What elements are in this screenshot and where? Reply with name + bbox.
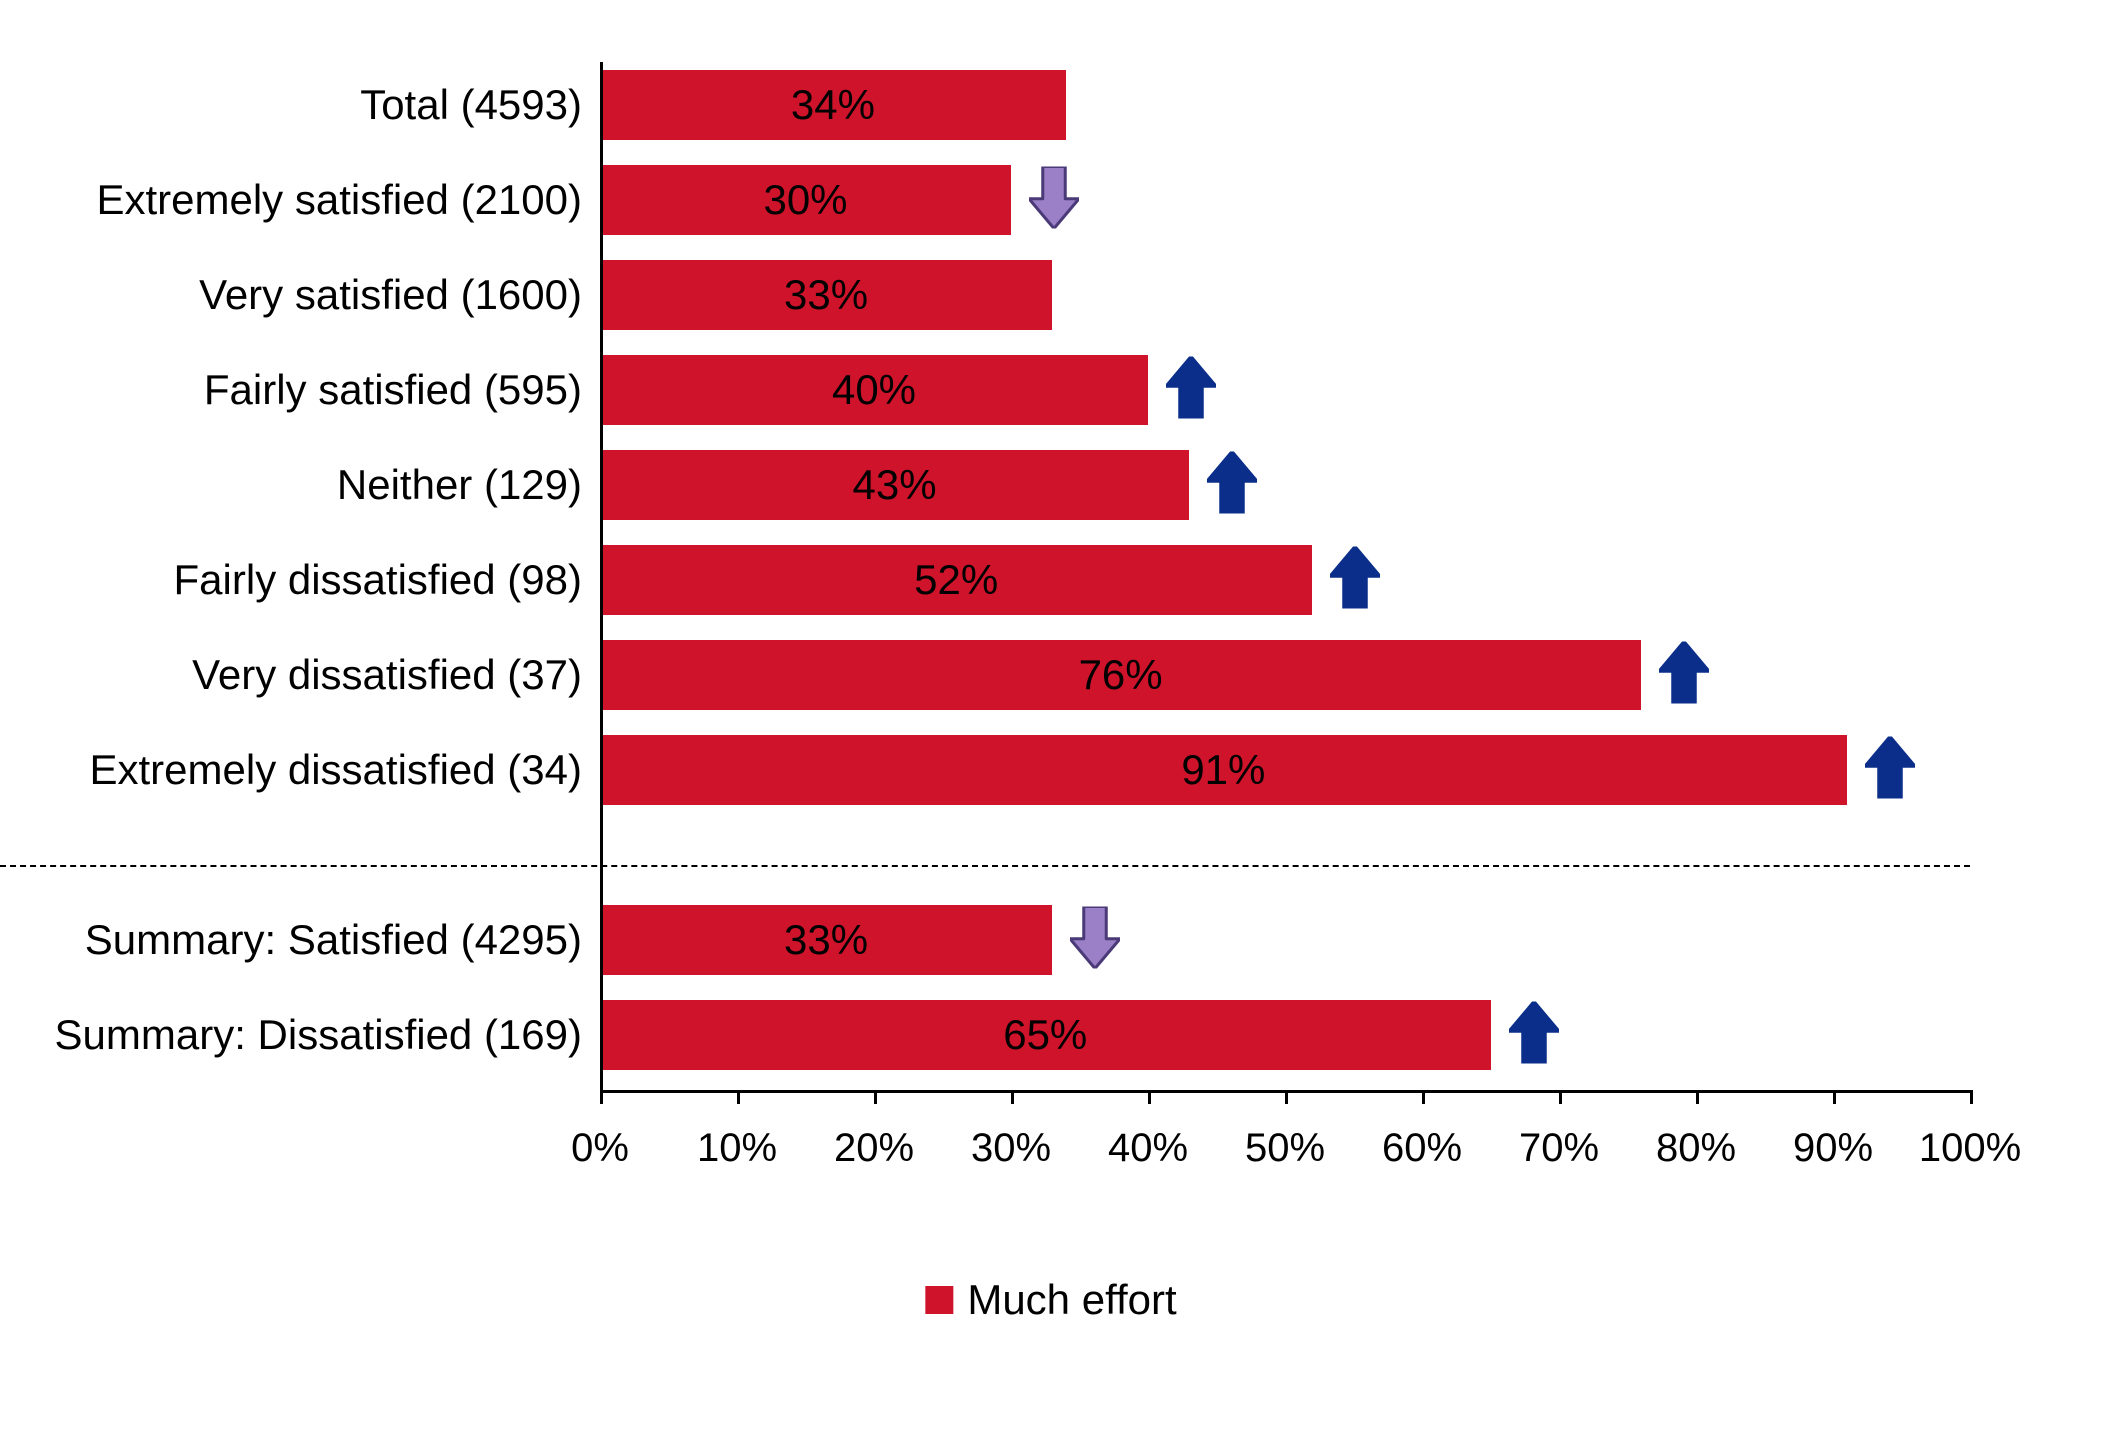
value-label: 30% (763, 176, 847, 224)
category-label: Summary: Satisfied (4295) (85, 916, 600, 964)
category-label: Summary: Dissatisfied (169) (55, 1011, 600, 1059)
bar-row: Summary: Satisfied (4295)33% (600, 905, 1970, 975)
category-label: Very satisfied (1600) (199, 271, 600, 319)
x-axis-tick-label: 30% (971, 1126, 1051, 1171)
bar: 91% (600, 735, 1847, 805)
y-axis-line (600, 62, 603, 1093)
section-separator (0, 865, 1970, 867)
bar-row: Fairly dissatisfied (98)52% (600, 545, 1970, 615)
category-label: Fairly satisfied (595) (204, 366, 600, 414)
value-label: 40% (832, 366, 916, 414)
value-label: 33% (784, 916, 868, 964)
value-label: 34% (791, 81, 875, 129)
value-label: 43% (853, 461, 937, 509)
x-axis-tick-label: 50% (1245, 1126, 1325, 1171)
x-axis-tick-label: 60% (1382, 1126, 1462, 1171)
bar-row: Extremely satisfied (2100)30% (600, 165, 1970, 235)
value-label: 65% (1003, 1011, 1087, 1059)
x-axis-tick-label: 90% (1793, 1126, 1873, 1171)
arrow-up-icon (1509, 1002, 1559, 1069)
x-axis-tick (1970, 1090, 1973, 1104)
bar: 30% (600, 165, 1011, 235)
value-label: 33% (784, 271, 868, 319)
x-axis-tick (1559, 1090, 1562, 1104)
x-axis-tick-label: 80% (1656, 1126, 1736, 1171)
legend-label: Much effort (967, 1276, 1176, 1324)
x-axis-tick (1696, 1090, 1699, 1104)
bar: 33% (600, 905, 1052, 975)
x-axis-tick (600, 1090, 603, 1104)
x-axis-tick-label: 100% (1919, 1126, 2021, 1171)
x-axis-tick (737, 1090, 740, 1104)
x-axis-tick (874, 1090, 877, 1104)
bar: 40% (600, 355, 1148, 425)
value-label: 52% (914, 556, 998, 604)
category-label: Extremely satisfied (2100) (96, 176, 600, 224)
bar-row: Total (4593)34% (600, 70, 1970, 140)
chart-container: Total (4593)34%Extremely satisfied (2100… (0, 0, 2102, 1435)
bar: 65% (600, 1000, 1491, 1070)
arrow-down-icon (1029, 167, 1079, 234)
x-axis-tick-label: 10% (697, 1126, 777, 1171)
bar: 34% (600, 70, 1066, 140)
x-axis-tick-label: 20% (834, 1126, 914, 1171)
arrow-up-icon (1865, 737, 1915, 804)
bar: 33% (600, 260, 1052, 330)
x-axis-tick (1285, 1090, 1288, 1104)
legend-swatch (925, 1286, 953, 1314)
x-axis-tick-label: 70% (1519, 1126, 1599, 1171)
value-label: 91% (1181, 746, 1265, 794)
category-label: Neither (129) (337, 461, 600, 509)
legend: Much effort (925, 1276, 1176, 1324)
bar-row: Extremely dissatisfied (34)91% (600, 735, 1970, 805)
x-axis-tick (1148, 1090, 1151, 1104)
value-label: 76% (1079, 651, 1163, 699)
x-axis-tick-label: 0% (571, 1126, 629, 1171)
x-axis-tick-label: 40% (1108, 1126, 1188, 1171)
category-label: Fairly dissatisfied (98) (174, 556, 600, 604)
category-label: Very dissatisfied (37) (192, 651, 600, 699)
arrow-up-icon (1659, 642, 1709, 709)
bar-row: Neither (129)43% (600, 450, 1970, 520)
category-label: Total (4593) (360, 81, 600, 129)
bar-row: Very satisfied (1600)33% (600, 260, 1970, 330)
bar: 52% (600, 545, 1312, 615)
arrow-up-icon (1166, 357, 1216, 424)
arrow-up-icon (1330, 547, 1380, 614)
plot-area: Total (4593)34% Extremely satisfied (2100… (600, 70, 1970, 1100)
arrow-up-icon (1207, 452, 1257, 519)
bar: 43% (600, 450, 1189, 520)
arrow-down-icon (1070, 907, 1120, 974)
bar-row: Fairly satisfied (595)40% (600, 355, 1970, 425)
bar: 76% (600, 640, 1641, 710)
bar-row: Summary: Dissatisfied (169)65% (600, 1000, 1970, 1070)
x-axis-tick (1833, 1090, 1836, 1104)
x-axis-tick (1011, 1090, 1014, 1104)
x-axis-tick (1422, 1090, 1425, 1104)
category-label: Extremely dissatisfied (34) (90, 746, 601, 794)
bar-row: Very dissatisfied (37)76% (600, 640, 1970, 710)
